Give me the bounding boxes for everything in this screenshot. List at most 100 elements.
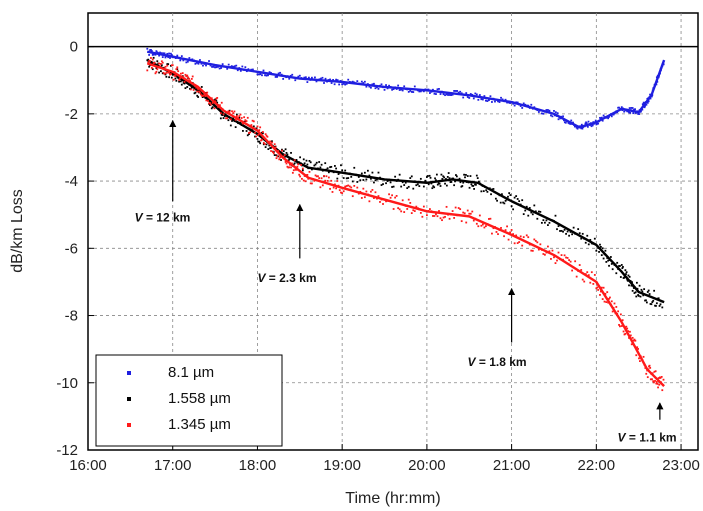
data-point xyxy=(212,65,215,68)
data-point xyxy=(214,98,217,101)
data-point xyxy=(612,262,615,265)
data-point xyxy=(200,62,203,65)
data-point xyxy=(513,104,516,107)
data-point xyxy=(353,166,356,169)
data-point xyxy=(261,138,263,141)
data-point xyxy=(270,150,272,152)
data-point xyxy=(557,118,560,121)
data-point xyxy=(442,175,445,178)
data-point xyxy=(379,201,381,203)
data-point xyxy=(478,94,481,96)
data-point xyxy=(386,199,389,202)
data-point xyxy=(551,115,554,118)
data-point xyxy=(648,293,651,295)
data-point xyxy=(587,243,590,246)
data-point xyxy=(337,173,340,175)
data-point xyxy=(254,135,256,138)
data-point xyxy=(510,229,513,231)
data-point xyxy=(182,82,185,84)
data-point xyxy=(468,212,471,215)
data-point xyxy=(168,71,170,74)
data-point xyxy=(368,174,371,177)
data-point xyxy=(223,110,226,113)
data-point xyxy=(300,164,302,166)
data-point xyxy=(491,188,494,191)
data-point xyxy=(412,187,415,190)
data-point xyxy=(213,107,216,110)
data-point xyxy=(256,73,259,76)
data-point xyxy=(613,112,616,115)
data-point xyxy=(282,78,285,80)
data-point xyxy=(657,76,660,79)
data-point xyxy=(543,221,546,224)
data-point xyxy=(606,291,609,294)
data-point xyxy=(290,166,292,169)
data-point xyxy=(165,75,168,78)
data-point xyxy=(447,172,450,174)
data-point xyxy=(385,200,387,203)
data-point xyxy=(609,296,611,299)
data-point xyxy=(467,181,470,184)
data-point xyxy=(616,312,619,315)
data-point xyxy=(371,189,374,191)
data-point xyxy=(409,177,412,179)
data-point xyxy=(565,256,567,259)
data-point xyxy=(314,163,317,166)
data-point xyxy=(321,169,324,172)
data-point xyxy=(642,101,645,104)
data-point xyxy=(563,119,565,122)
data-point xyxy=(382,183,384,186)
data-point xyxy=(404,88,407,90)
data-point xyxy=(513,196,516,199)
data-point xyxy=(382,86,384,89)
data-point xyxy=(474,92,477,95)
data-point xyxy=(363,196,366,199)
data-point xyxy=(418,90,421,93)
annotation-label: V = 2.3 km xyxy=(257,271,316,285)
data-point xyxy=(639,355,642,358)
data-point xyxy=(213,99,216,102)
data-point xyxy=(638,284,641,287)
data-point xyxy=(484,186,486,188)
data-point xyxy=(625,271,628,274)
data-point xyxy=(389,181,392,184)
data-point xyxy=(430,210,433,213)
data-point xyxy=(170,73,172,75)
data-point xyxy=(422,90,425,93)
data-point xyxy=(160,70,162,73)
data-point xyxy=(209,103,212,106)
data-point xyxy=(462,96,465,99)
data-point xyxy=(534,239,537,242)
data-point xyxy=(530,103,533,106)
data-point xyxy=(591,123,593,126)
data-point xyxy=(448,217,451,220)
data-point xyxy=(504,98,507,101)
data-point xyxy=(176,68,179,71)
data-point xyxy=(221,114,224,117)
data-point xyxy=(501,193,503,196)
data-point xyxy=(388,84,390,87)
data-point xyxy=(184,73,187,76)
data-point xyxy=(261,74,263,77)
data-point xyxy=(257,140,260,143)
data-point xyxy=(509,231,511,234)
data-point xyxy=(373,181,375,184)
data-point xyxy=(365,85,368,88)
data-point xyxy=(474,183,476,186)
data-point xyxy=(413,85,416,88)
data-point xyxy=(540,248,543,251)
data-point xyxy=(226,67,229,70)
data-point xyxy=(299,156,302,159)
data-point xyxy=(203,92,206,94)
data-point xyxy=(482,190,485,193)
data-point xyxy=(200,86,203,88)
data-point xyxy=(239,121,242,124)
data-point xyxy=(596,122,599,125)
data-point xyxy=(286,153,289,156)
data-point xyxy=(444,94,446,97)
data-point xyxy=(574,125,577,128)
data-point xyxy=(495,231,498,233)
data-point xyxy=(281,155,284,158)
data-point xyxy=(643,288,646,291)
data-point xyxy=(338,189,341,192)
